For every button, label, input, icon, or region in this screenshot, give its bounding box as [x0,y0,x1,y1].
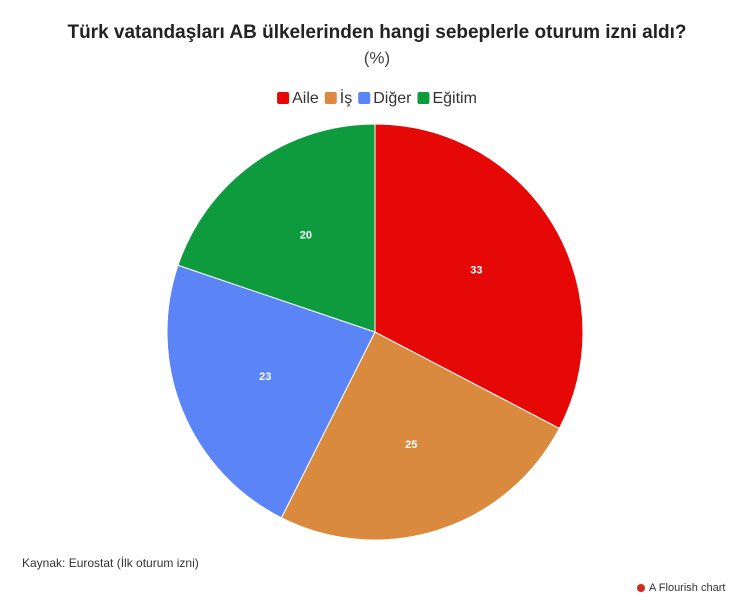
data-label: 25 [405,439,417,451]
chart-subtitle: (%) [364,48,390,67]
pie-slice [166,264,376,519]
data-label: 33 [470,265,482,277]
credit[interactable]: A Flourish chart [649,582,725,594]
data-label: 23 [259,371,271,383]
legend-label: İş [340,88,352,107]
legend: Aile İş Diğer Eğitim [277,88,477,107]
flourish-icon [637,584,645,592]
legend-label: Eğitim [432,90,476,107]
pie: 33 25 23 20 [166,123,584,541]
source-note: Kaynak: Eurostat (İlk oturum izni) [22,556,199,570]
legend-label: Diğer [373,90,412,107]
chart-title: Türk vatandaşları AB ülkelerinden hangi … [67,22,686,43]
legend-swatch [277,92,290,104]
pie-slice [177,123,376,333]
pie-slice [374,123,584,430]
legend-label: Aile [292,90,319,107]
legend-swatch [417,92,430,104]
legend-swatch [358,92,371,104]
pie-slice [280,331,560,541]
data-label: 20 [300,230,312,242]
legend-swatch [324,92,337,104]
